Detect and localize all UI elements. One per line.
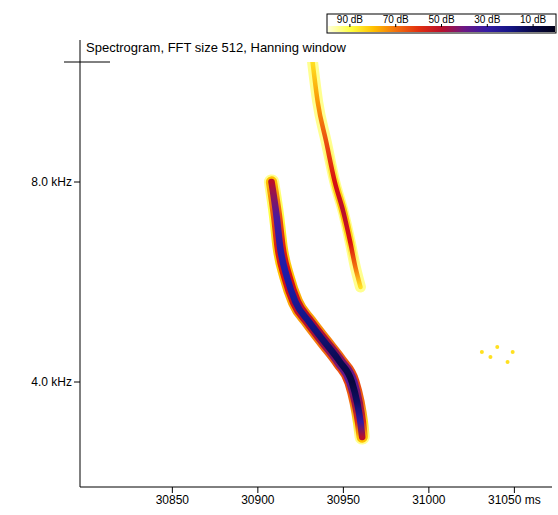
svg-text:30900: 30900 [241,493,275,507]
svg-text:4.0 kHz: 4.0 kHz [31,375,72,389]
svg-text:50 dB: 50 dB [428,14,454,25]
svg-text:Spectrogram, FFT size 512, Han: Spectrogram, FFT size 512, Hanning windo… [86,40,346,55]
svg-text:31000: 31000 [412,493,446,507]
svg-text:10 dB: 10 dB [520,14,546,25]
svg-text:8.0 kHz: 8.0 kHz [31,175,72,189]
svg-text:30 dB: 30 dB [474,14,500,25]
svg-text:90 dB: 90 dB [337,14,363,25]
svg-text:70 dB: 70 dB [383,14,409,25]
svg-text:30950: 30950 [327,493,361,507]
svg-text:31050 ms: 31050 ms [488,493,541,507]
svg-text:30850: 30850 [156,493,190,507]
